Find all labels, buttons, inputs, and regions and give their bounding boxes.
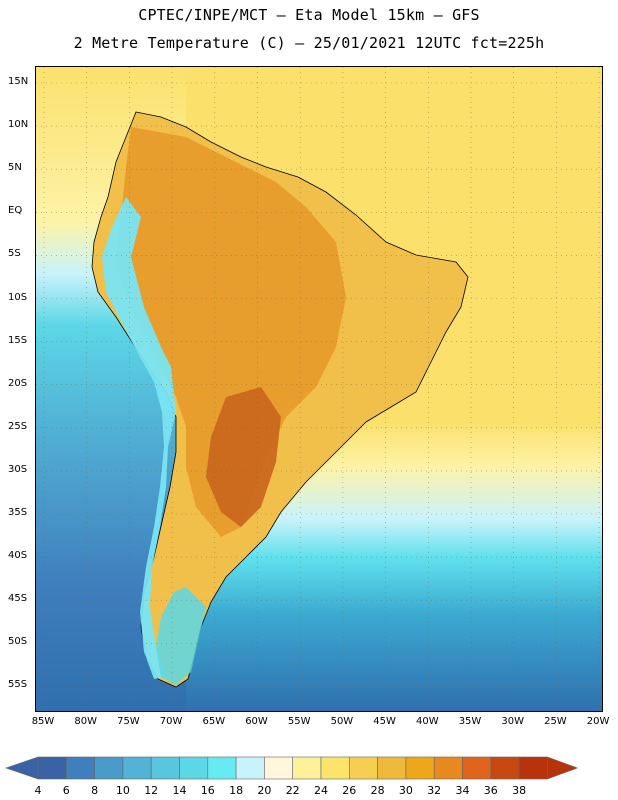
legend-arrow-left	[5, 756, 39, 780]
map-title-line-1: CPTEC/INPE/MCT – Eta Model 15km – GFS	[138, 6, 480, 24]
andes-cold-strip	[102, 197, 176, 679]
lon-label-40w: 40W	[415, 716, 439, 727]
legend-arrow-right	[547, 756, 579, 780]
legend-swatch	[433, 756, 463, 780]
lon-label-35w: 35W	[458, 716, 482, 727]
legend-label: 32	[427, 784, 442, 797]
legend-label: 30	[398, 784, 413, 797]
lat-label-55s: 55S	[8, 679, 28, 691]
legend-swatch	[264, 756, 293, 780]
lon-label-85w: 85W	[31, 716, 55, 727]
legend-swatch	[94, 756, 124, 780]
lat-label-eq: EQ	[8, 205, 23, 217]
lat-label-50s: 50S	[8, 636, 28, 648]
lon-label-60w: 60W	[245, 716, 268, 727]
legend-swatch	[122, 756, 152, 780]
legend-swatch	[320, 756, 350, 780]
lon-label-80w: 80W	[74, 716, 97, 727]
lon-label-75w: 75W	[117, 716, 140, 727]
lat-label-40s: 40S	[8, 550, 28, 562]
legend-label: 22	[285, 784, 300, 797]
lat-label-5s: 5S	[8, 248, 21, 260]
lat-label-10s: 10S	[8, 291, 28, 303]
legend-label: 8	[91, 784, 99, 797]
legend-swatch	[179, 756, 209, 780]
temperature-map[interactable]	[35, 66, 603, 712]
lon-label-70w: 70W	[159, 716, 183, 727]
lon-label-55w: 55W	[287, 716, 311, 727]
lat-label-25s: 25S	[8, 420, 28, 432]
legend-label: 18	[229, 784, 244, 797]
lon-label-65w: 65W	[202, 716, 226, 727]
map-canvas	[36, 67, 602, 711]
lat-label-20s: 20S	[8, 377, 28, 389]
lat-label-15s: 15S	[8, 334, 28, 346]
color-legend	[5, 756, 579, 780]
hottest-region-south	[206, 387, 281, 527]
lat-label-15n: 15N	[8, 76, 29, 87]
legend-swatch	[490, 756, 520, 780]
lat-label-10n: 10N	[8, 119, 29, 131]
legend-label: 4	[34, 784, 42, 797]
legend-label: 36	[483, 784, 498, 797]
legend-swatch	[66, 756, 95, 780]
lon-label-25w: 25W	[544, 716, 567, 727]
legend-swatch	[150, 756, 180, 780]
lon-label-20w: 20W	[586, 716, 610, 727]
legend-label: 10	[115, 784, 130, 797]
legend-swatch	[292, 756, 322, 780]
legend-label: 6	[62, 784, 70, 797]
lon-label-50w: 50W	[330, 716, 354, 727]
lat-label-35s: 35S	[8, 507, 28, 518]
lat-label-30s: 30S	[8, 463, 28, 475]
legend-label: 26	[342, 784, 357, 797]
legend-label: 20	[257, 784, 272, 797]
legend-swatch	[405, 756, 435, 780]
legend-swatch	[377, 756, 407, 780]
legend-label: 24	[314, 784, 328, 797]
legend-swatch	[518, 756, 548, 780]
lon-label-45w: 45W	[373, 716, 396, 727]
map-title-line-2: 2 Metre Temperature (C) – 25/01/2021 12U…	[73, 34, 545, 52]
lat-label-5n: 5N	[8, 162, 22, 174]
legend-swatch	[207, 756, 237, 780]
legend-label: 14	[172, 784, 187, 797]
legend-label: 34	[455, 784, 470, 797]
legend-swatch	[348, 756, 378, 780]
legend-label: 28	[370, 784, 385, 797]
hot-region-central	[116, 127, 346, 537]
lat-label-45s: 45S	[8, 593, 28, 605]
legend-label: 38	[512, 784, 527, 797]
lon-label-30w: 30W	[501, 716, 524, 727]
legend-swatch	[37, 756, 67, 780]
legend-label: 12	[144, 784, 159, 797]
legend-swatch	[462, 756, 492, 780]
patagonia-cool	[156, 587, 206, 685]
legend-swatch	[235, 756, 265, 780]
legend-label: 16	[200, 784, 215, 797]
